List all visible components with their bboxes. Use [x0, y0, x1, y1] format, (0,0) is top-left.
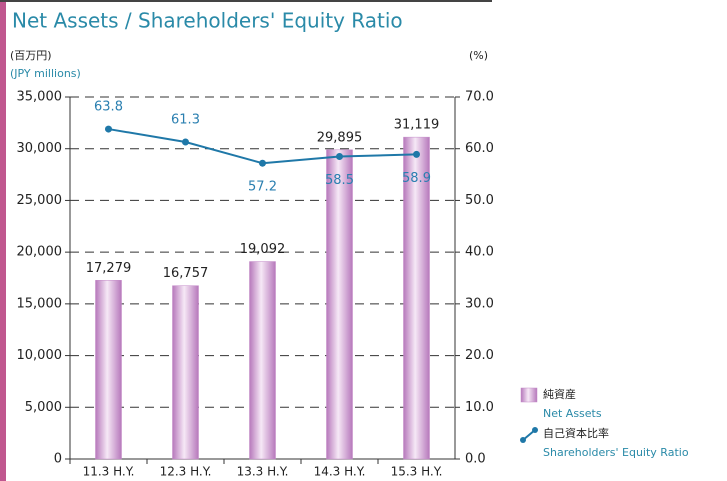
x-tick-label: 11.3 H.Y.: [83, 465, 135, 479]
line: [108, 128, 417, 165]
y-tick-label: 25,000: [17, 193, 63, 208]
legend-label-en: Shareholders' Equity Ratio: [543, 446, 689, 459]
x-tick-label: 14.3 H.Y.: [314, 465, 366, 479]
line-label: 58.5: [325, 173, 354, 188]
y2-unit: (%): [469, 49, 488, 62]
line-label: 58.9: [402, 171, 431, 186]
line-point: [259, 159, 266, 167]
bar-label: 19,092: [240, 242, 286, 257]
line-label: 57.2: [248, 180, 277, 195]
y2-tick-label: 60.0: [465, 141, 494, 156]
x-tick-label: 13.3 H.Y.: [237, 465, 289, 479]
y2-tick-label: 0.0: [465, 452, 486, 467]
legend-dot: [520, 437, 526, 443]
bar-label: 16,757: [163, 266, 209, 281]
line-point: [413, 150, 420, 158]
x-tick-label: 12.3 H.Y.: [160, 465, 212, 479]
y-tick-label: 0: [54, 452, 62, 467]
bar: [95, 280, 122, 460]
legend-dot: [532, 427, 538, 433]
y2-tick-label: 10.0: [465, 400, 494, 415]
bar-label: 29,895: [317, 130, 363, 145]
y2-tick-label: 70.0: [465, 90, 494, 105]
chart-title: Net Assets / Shareholders' Equity Ratio: [12, 9, 403, 33]
legend-label-en: Net Assets: [543, 407, 602, 420]
y-tick-label: 15,000: [17, 296, 63, 311]
y-tick-label: 30,000: [17, 141, 63, 156]
bar: [249, 261, 276, 460]
bar: [172, 285, 199, 460]
bar-label: 17,279: [86, 261, 132, 276]
y-tick-label: 10,000: [17, 348, 63, 363]
x-tick-label: 15.3 H.Y.: [391, 465, 443, 479]
y-unit: (百万円): [10, 49, 52, 62]
legend-bar: [520, 387, 538, 403]
y-tick-label: 5,000: [25, 400, 62, 415]
line-label: 61.3: [171, 112, 200, 127]
y-tick-label: 20,000: [17, 245, 63, 260]
line-point: [336, 152, 343, 160]
bar: [326, 149, 353, 460]
bar-label: 31,119: [394, 118, 440, 133]
legend-label: 純資産: [543, 388, 576, 401]
side-bar: [0, 0, 6, 481]
y-unit-en: (JPY millions): [10, 67, 81, 80]
legend-label: 自己資本比率: [543, 426, 609, 440]
bar: [403, 136, 430, 460]
line-point: [105, 125, 112, 133]
line-point: [182, 138, 189, 146]
line-label: 63.8: [94, 100, 123, 115]
y-tick-label: 35,000: [17, 90, 63, 105]
y2-tick-label: 30.0: [465, 296, 494, 311]
y2-tick-label: 50.0: [465, 193, 494, 208]
y2-tick-label: 40.0: [465, 245, 494, 260]
y2-tick-label: 20.0: [465, 348, 494, 363]
